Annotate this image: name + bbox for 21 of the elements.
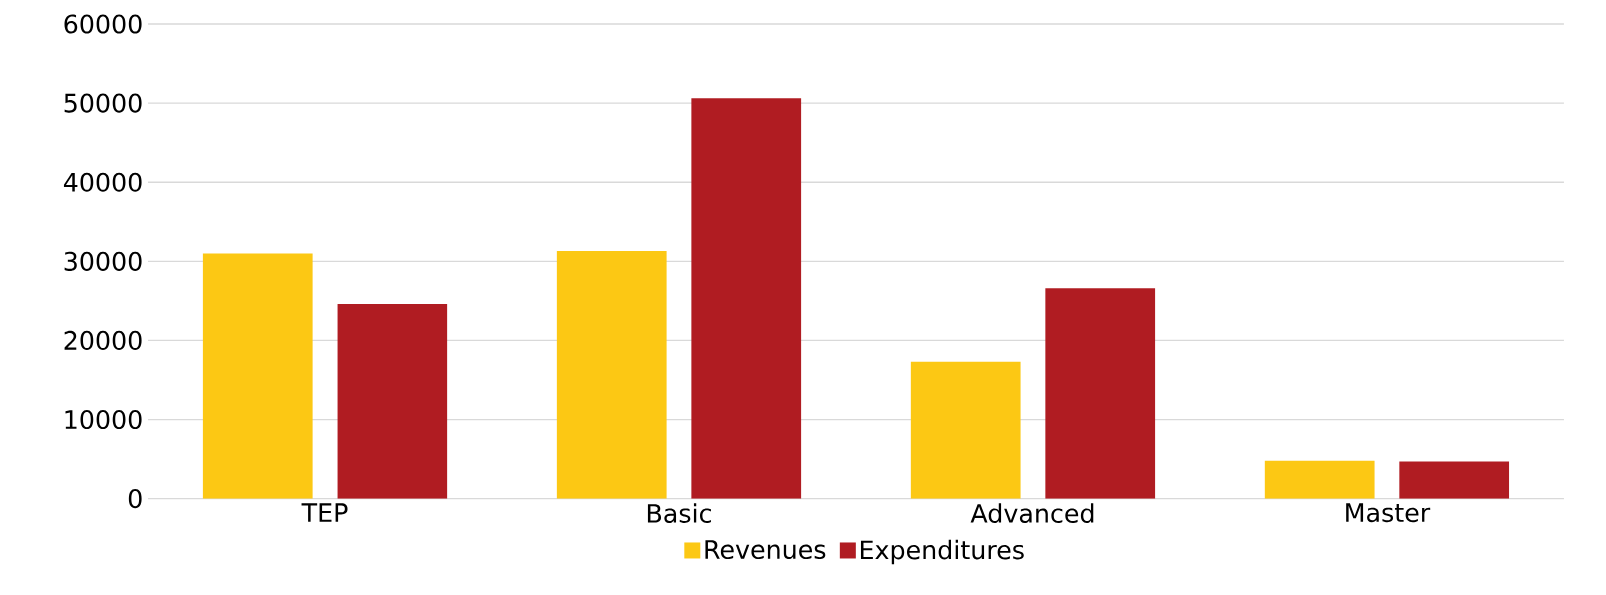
y-tick-label: 10000	[65, 409, 142, 430]
y-tick-label: 30000	[64, 251, 142, 271]
x-tick-label: Master	[1346, 503, 1431, 523]
bar	[202, 253, 313, 499]
legend-label: Revenues	[705, 540, 826, 560]
bar	[556, 251, 667, 499]
y-tick-label: 50000	[64, 93, 142, 113]
bar	[1264, 460, 1375, 499]
bar	[1399, 461, 1510, 499]
y-tick-label: 60000	[64, 14, 142, 34]
bar	[337, 304, 448, 499]
bar	[910, 361, 1021, 499]
bar	[1045, 288, 1156, 499]
y-tick-label: 40000	[63, 172, 142, 192]
y-tick-label: 0	[128, 489, 142, 509]
x-tick-label: TEP	[301, 503, 348, 522]
y-tick-label: 20000	[64, 330, 142, 351]
x-tick-label: Advanced	[970, 503, 1094, 523]
x-tick-label: Basic	[647, 503, 711, 523]
bar	[691, 98, 802, 499]
legend-label: Expenditures	[860, 539, 1024, 565]
